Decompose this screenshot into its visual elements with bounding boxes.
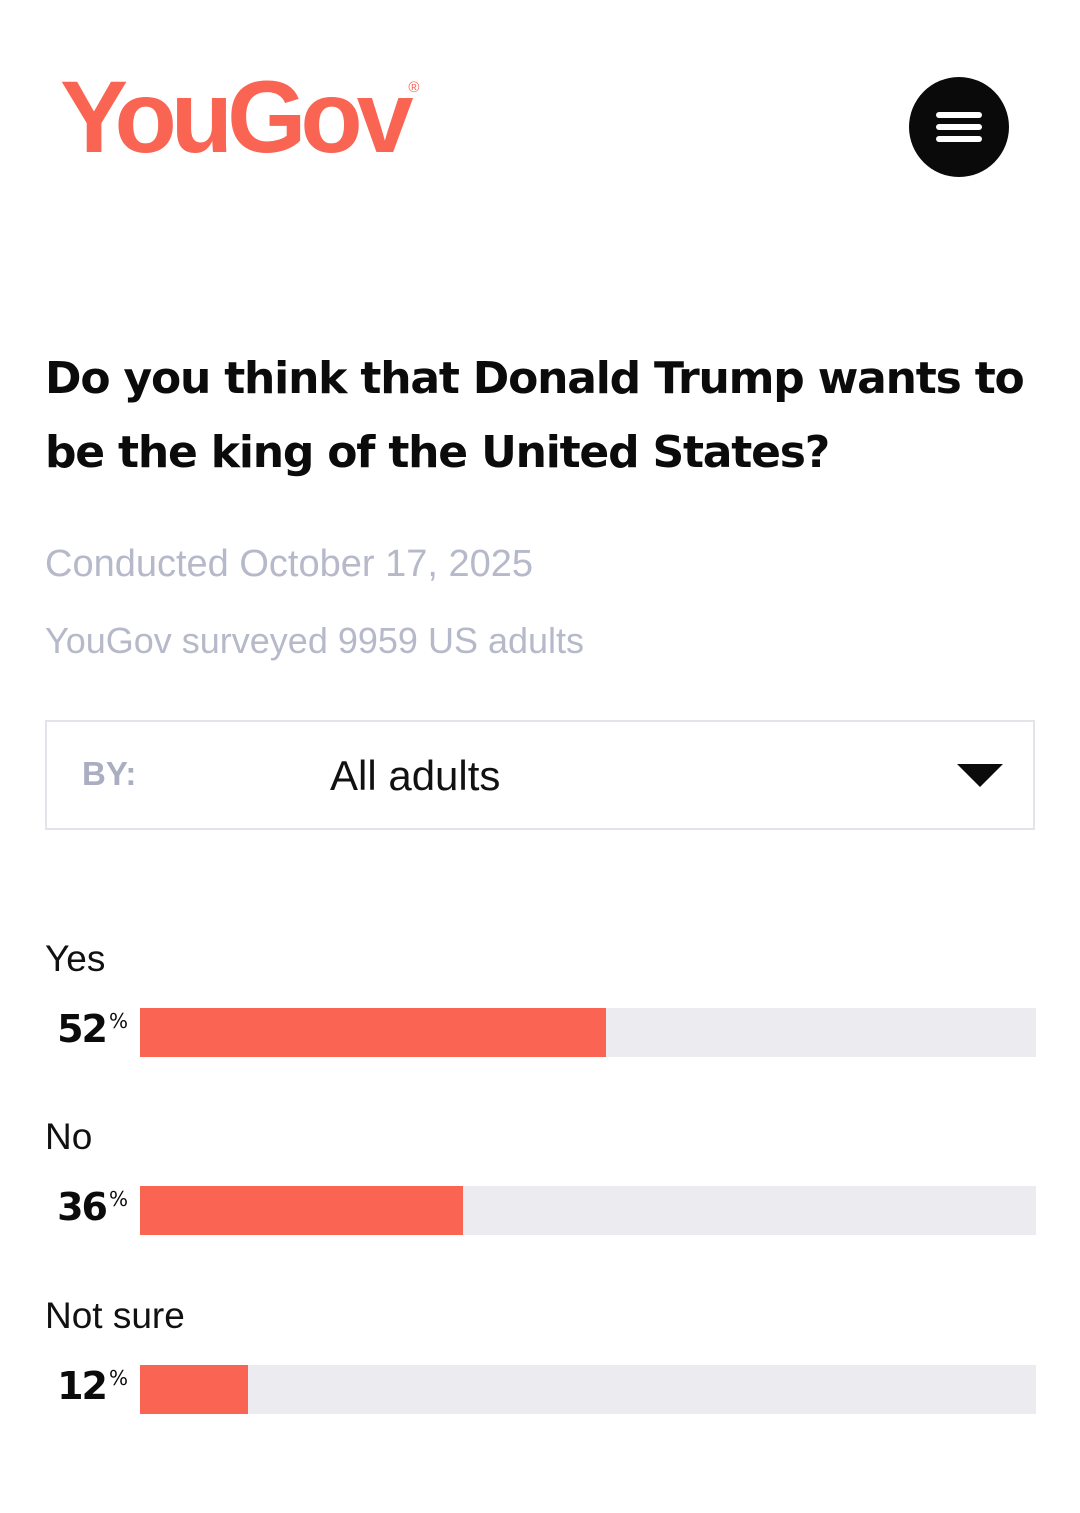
filter-selected-value: All adults (330, 752, 501, 799)
result-bar-track (140, 1365, 1036, 1414)
answer-label: Not sure (45, 1295, 185, 1336)
audience-filter-dropdown[interactable]: BY: All adults (45, 720, 1035, 830)
answer-percent-value: 12 (57, 1364, 108, 1408)
header: YouGov ® (0, 0, 1080, 200)
poll-question: Do you think that Donald Trump wants to … (45, 353, 1025, 478)
menu-button[interactable] (909, 77, 1009, 177)
result-row: Not sure 12% (0, 1295, 1080, 1415)
hamburger-menu-icon-bar (936, 124, 982, 130)
answer-percent: 12% (57, 1364, 128, 1408)
filter-label: BY: (82, 755, 137, 792)
result-row: Yes 52% (0, 938, 1080, 1058)
result-bar-track (140, 1186, 1036, 1235)
percent-sign: % (108, 1366, 128, 1390)
result-row: No 36% (0, 1116, 1080, 1236)
caret-down-icon (957, 764, 1003, 787)
result-bar-fill (140, 1186, 463, 1235)
percent-sign: % (108, 1009, 128, 1033)
percent-sign: % (108, 1187, 128, 1211)
result-bar-fill (140, 1365, 248, 1414)
survey-sample: YouGov surveyed 9959 US adults (45, 620, 585, 661)
result-bar-fill (140, 1008, 606, 1057)
answer-percent-value: 36 (57, 1185, 108, 1229)
hamburger-menu-icon (936, 112, 982, 118)
answer-percent: 36% (57, 1185, 128, 1229)
answer-percent-value: 52 (57, 1007, 108, 1051)
registered-mark: ® (408, 79, 420, 96)
conducted-date: Conducted October 17, 2025 (45, 543, 534, 585)
answer-percent: 52% (57, 1007, 128, 1051)
hamburger-menu-icon-bar (936, 136, 982, 142)
answer-label: Yes (45, 938, 106, 979)
yougov-logo[interactable]: YouGov ® (60, 66, 419, 168)
result-bar-track (140, 1008, 1036, 1057)
answer-label: No (45, 1116, 93, 1157)
logo-text: YouGov (60, 60, 413, 174)
